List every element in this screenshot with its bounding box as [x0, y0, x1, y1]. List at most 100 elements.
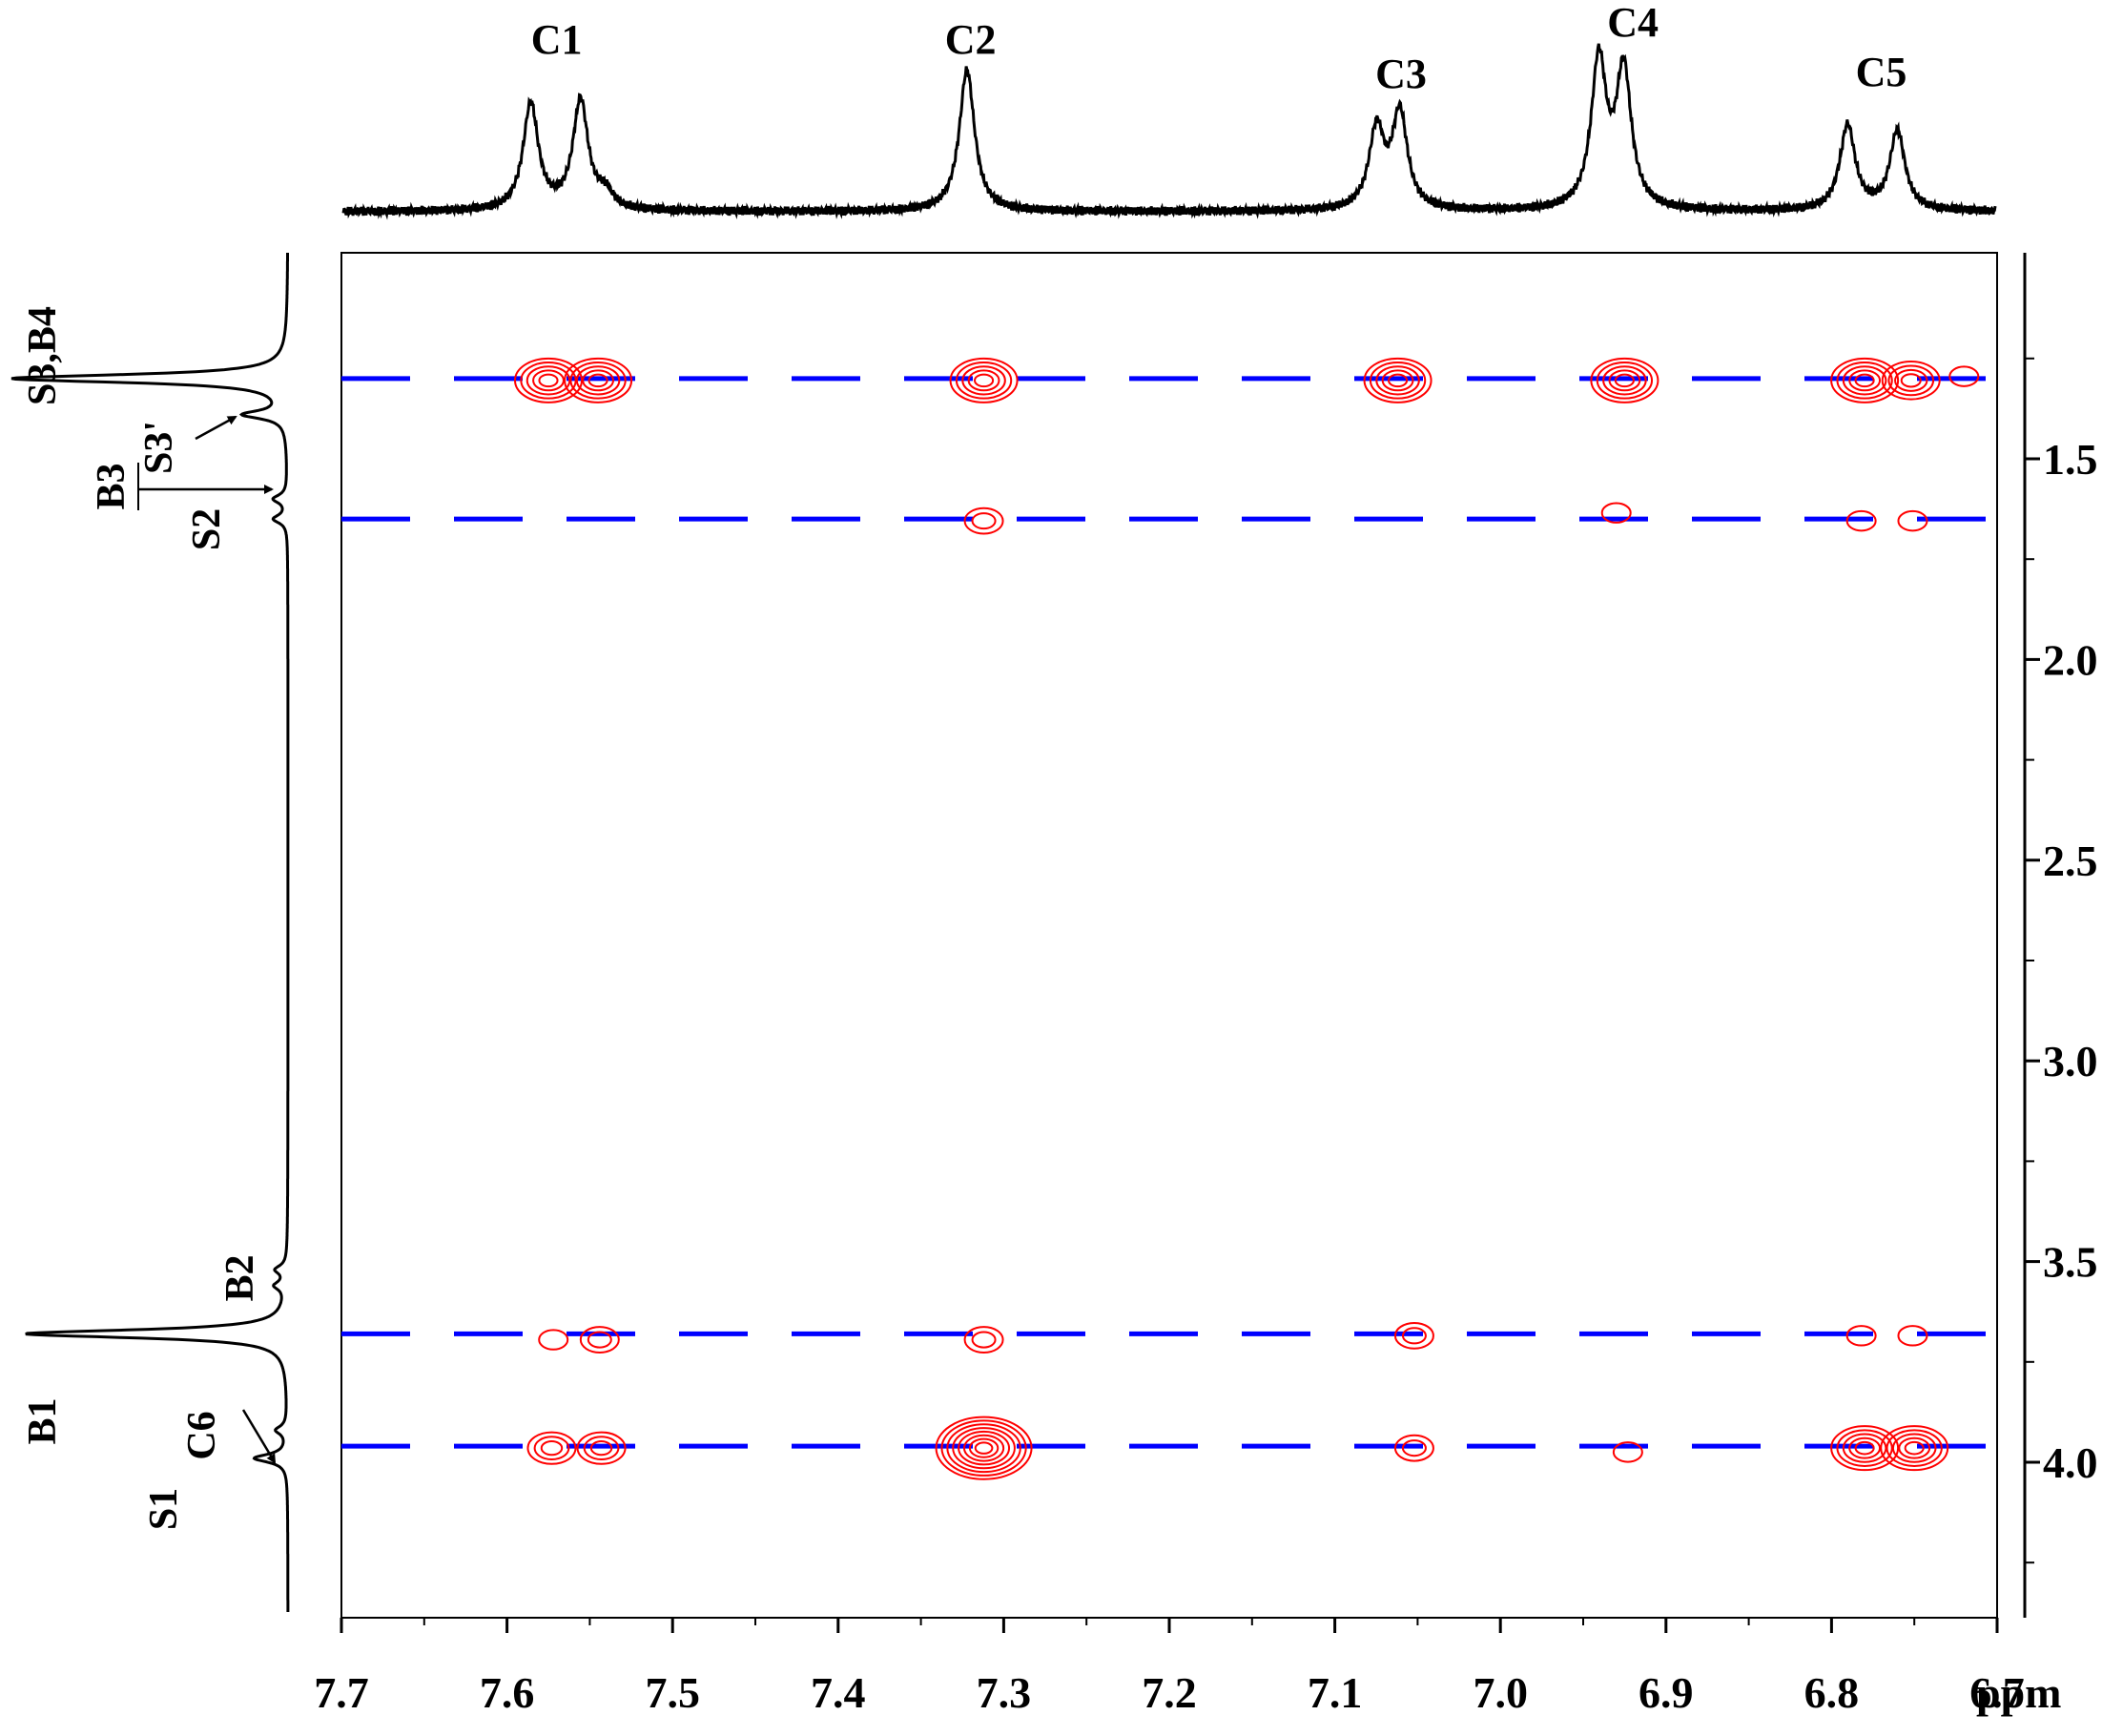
cross-peak [538, 1329, 569, 1351]
contour-ring [576, 1431, 627, 1465]
left-peak-label-b1: B1 [21, 1397, 65, 1444]
cross-peaks [514, 357, 1980, 1480]
x-tick-label: 7.7 [314, 1668, 369, 1717]
contour-ring [952, 1427, 1016, 1470]
contour-ring [1401, 1439, 1427, 1457]
cross-peak [1845, 509, 1877, 532]
y-tick-label: 2.0 [2043, 635, 2098, 684]
top-projection-trace [341, 43, 1997, 220]
contour-ring [1887, 364, 1935, 397]
y-tick-label: 1.5 [2043, 435, 2098, 484]
x-tick-label: 7.0 [1473, 1668, 1528, 1717]
x-tick-label: 7.3 [977, 1668, 1032, 1717]
contour-ring [1388, 373, 1409, 388]
contour-ring [1830, 1425, 1900, 1472]
cross-peak [1393, 1434, 1434, 1462]
contour-ring [583, 1436, 620, 1461]
cross-peak [579, 1326, 620, 1354]
annotation-arrows [137, 415, 277, 1464]
cross-peak [1948, 365, 1980, 387]
cross-peak [1881, 361, 1941, 401]
contour-ring [1842, 1433, 1887, 1463]
guide-lines [341, 376, 1997, 1449]
cross-peak [1897, 1325, 1928, 1347]
contour-ring [1900, 373, 1922, 388]
top-peak-label: C1 [531, 16, 583, 63]
contour-ring [1836, 1429, 1893, 1467]
left-projection [10, 253, 290, 1612]
cross-peak [935, 1416, 1033, 1480]
contour-ring [1842, 365, 1887, 396]
contour-ring [1897, 1325, 1928, 1347]
x-axis-tick-labels: 7.7 7.6 7.5 7.4 7.3 7.2 7.1 7.0 6.9 6.8 6.7 [314, 1668, 2025, 1717]
contour-ring [569, 362, 627, 400]
contour-ring [540, 1440, 564, 1457]
x-axis-ticks [340, 1618, 1999, 1633]
x-tick-label: 6.8 [1804, 1668, 1860, 1717]
contour-ring [974, 1441, 994, 1455]
contour-ring [1948, 365, 1980, 387]
left-peak-label-b2: B2 [218, 1254, 262, 1301]
contour-ring [1375, 365, 1420, 396]
contour-ring [587, 373, 608, 388]
contour-ring [935, 1416, 1033, 1480]
left-peak-label-s3-prime: S3' [137, 421, 181, 474]
contour-ring [1369, 362, 1427, 400]
contour-ring [961, 365, 1006, 396]
contour-ring [949, 357, 1019, 403]
cross-peak [1880, 1425, 1949, 1472]
contour-ring [532, 369, 565, 392]
cross-peak [949, 357, 1019, 403]
contour-ring [1880, 1425, 1949, 1472]
cross-peak [963, 1326, 1004, 1354]
contour-ring [582, 369, 614, 392]
contour-ring [962, 1434, 1005, 1462]
contour-ring [955, 362, 1013, 400]
contour-ring [1898, 1436, 1931, 1459]
contour-ring [971, 1331, 997, 1349]
contour-ring [533, 1436, 570, 1461]
contour-ring [579, 1326, 620, 1354]
contour-ring [1600, 502, 1632, 524]
contour-ring [564, 357, 633, 403]
contour-ring [1830, 357, 1900, 403]
x-tick-label: 6.7 [1969, 1668, 2025, 1717]
cross-peak [514, 357, 583, 403]
left-peak-label-s1: S1 [142, 1488, 186, 1530]
cross-peak [1845, 1325, 1877, 1347]
contour-ring [1845, 1325, 1877, 1347]
x-tick-label: 7.2 [1142, 1668, 1197, 1717]
top-peak-label: C5 [1856, 49, 1907, 95]
left-peak-label-s3-b4: S3,B4 [21, 306, 65, 405]
contour-ring [963, 506, 1004, 535]
left-peak-label-s2: S2 [185, 508, 229, 550]
left-peak-label-b3: B3 [90, 463, 134, 509]
contour-ring [1845, 509, 1877, 532]
contour-ring [946, 1423, 1021, 1474]
y-tick-label: 2.5 [2043, 837, 2098, 885]
contour-ring [963, 1326, 1004, 1354]
contour-ring [1363, 357, 1433, 403]
x-tick-label: 7.1 [1308, 1668, 1363, 1717]
contour-ring [1848, 369, 1882, 392]
x-axis-label: ppm [1976, 1668, 2061, 1717]
left-projection-trace [10, 253, 290, 1612]
contour-ring [1904, 1440, 1925, 1456]
cross-peak [1600, 502, 1632, 524]
contour-ring [1393, 1434, 1434, 1462]
x-tick-label: 7.4 [811, 1668, 866, 1717]
x-tick-label: 7.6 [480, 1668, 535, 1717]
contour-ring [968, 1437, 1000, 1458]
y-axis-ticks [2025, 357, 2040, 1564]
arrow-s3-prime [195, 415, 237, 441]
contour-ring [1848, 1436, 1882, 1459]
cross-peak [564, 357, 633, 403]
left-projection-labels: S3,B4 S3' B3 S2 B2 B1 C6 S1 [21, 306, 262, 1530]
x-tick-label: 6.9 [1639, 1668, 1694, 1717]
contour-ring [1894, 368, 1928, 392]
cross-peak [1363, 357, 1433, 403]
top-projection [341, 43, 1997, 220]
top-peak-label: C3 [1375, 51, 1427, 97]
x-tick-label: 7.5 [645, 1668, 700, 1717]
contour-ring [538, 373, 559, 388]
